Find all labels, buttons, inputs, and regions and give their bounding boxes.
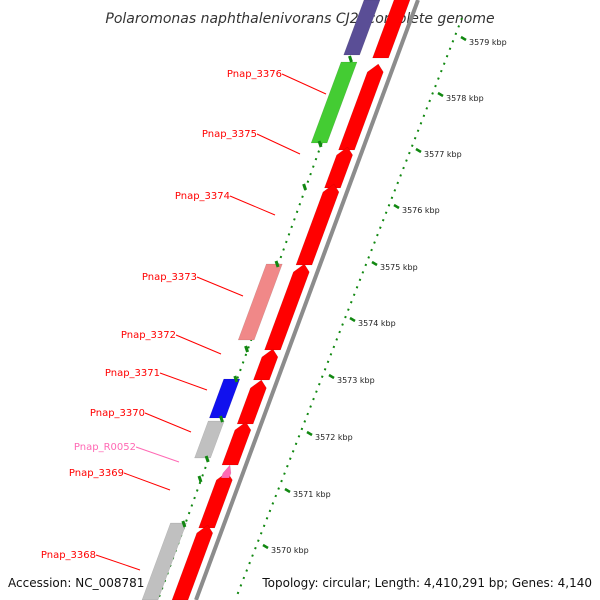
genome-summary: Topology: circular; Length: 4,410,291 bp… [261,576,592,590]
cds-arrow [338,63,384,151]
kbp-label: 3573 kbp [337,376,375,385]
cog-feature [343,0,381,56]
kbp-tick-mark [415,147,422,154]
gene-label: Pnap_3373 [142,272,197,283]
gene-leader-line [175,334,222,355]
cog-feature [310,61,358,144]
gene-leader-line [281,73,327,95]
gene-label: Pnap_3376 [227,69,282,80]
kbp-label: 3571 kbp [293,490,331,499]
gene-tick [317,140,323,148]
gene-leader-line [159,372,208,391]
kbp-tick-mark [393,203,400,210]
kbp-label: 3575 kbp [380,263,418,272]
outer-dotted-line [235,17,463,599]
kbp-tick-mark [460,35,467,42]
kbp-label: 3579 kbp [469,38,507,47]
cog-feature [208,378,241,419]
cog-feature [141,522,187,600]
gene-leader-line [123,472,171,491]
gene-label: Pnap_3372 [121,330,176,341]
rna-marker [220,464,232,479]
gene-label: Pnap_3369 [69,468,124,479]
gene-tick [274,260,280,268]
gene-ticks [181,55,353,528]
gene-label: Pnap_3374 [175,191,230,202]
cds-arrow [372,0,411,59]
kbp-label: 3574 kbp [358,319,396,328]
accession-text: Accession: NC_008781 [8,576,144,590]
gene-tick [181,520,187,528]
kbp-tick-mark [349,316,356,323]
gene-label: Pnap_R0052 [74,442,136,453]
kbp-label: 3577 kbp [424,150,462,159]
cds-arrow [253,348,279,381]
kbp-tick-mark [328,373,335,380]
gene-tick [204,455,210,463]
gene-leader-line [144,412,192,433]
cds-arrow [171,524,214,600]
gene-leader-line [229,195,276,216]
cog-feature [194,420,225,459]
kbp-label: 3570 kbp [271,546,309,555]
kbp-tick-mark [306,430,313,437]
cds-arrow [236,379,267,425]
gene-tick [348,55,353,63]
gene-labels: Pnap_3376 Pnap_3375 Pnap_3374 Pnap_3373 Pnap… [41,69,327,571]
cog-features [141,0,381,600]
gene-label: Pnap_3368 [41,550,96,561]
gene-label: Pnap_3375 [202,129,257,140]
cds-arrow [295,183,340,266]
cds-arrow [221,421,252,466]
kbp-tick-mark [262,543,269,550]
cds-arrow [264,263,310,351]
gene-tick [302,183,308,191]
gene-tick [244,345,250,353]
gene-leader-line [95,554,141,571]
kbp-tick-mark [284,487,291,494]
gene-tick [233,375,239,383]
gene-tick [219,415,224,423]
cds-features [171,0,411,600]
kbp-tick-mark [437,91,444,98]
kbp-ticks: 3579 kbp 3578 kbp 3577 kbp 3576 kbp 3575 kbp… [262,35,507,555]
kbp-label: 3576 kbp [402,206,440,215]
genome-backbone [194,0,420,600]
gene-label: Pnap_3370 [90,408,145,419]
gene-leader-line [196,276,244,297]
kbp-tick-mark [371,260,378,267]
gene-leader-line [135,446,180,463]
gene-tick [197,475,203,483]
map-title: Polaromonas naphthalenivorans CJ2, compl… [105,11,494,27]
cds-arrow [324,146,353,189]
kbp-label: 3572 kbp [315,433,353,442]
gene-label: Pnap_3371 [105,368,160,379]
kbp-label: 3578 kbp [446,94,484,103]
gene-leader-line [256,133,301,155]
